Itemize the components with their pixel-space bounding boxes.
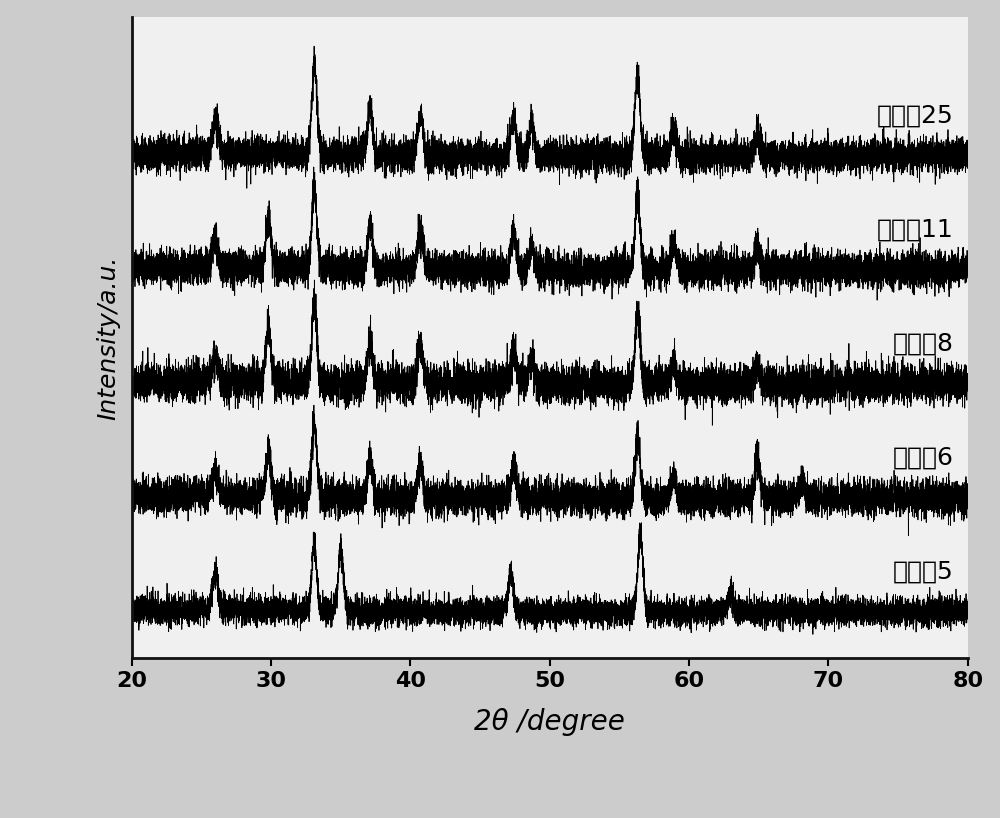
- Text: 实施例8: 实施例8: [893, 331, 954, 355]
- Text: 实施例5: 实施例5: [893, 560, 954, 583]
- Y-axis label: Intensity/a.u.: Intensity/a.u.: [97, 255, 121, 420]
- Text: 实施例11: 实施例11: [877, 217, 954, 241]
- X-axis label: 2θ /degree: 2θ /degree: [474, 708, 625, 736]
- Text: 实施例6: 实施例6: [893, 445, 954, 470]
- Text: 实施例25: 实施例25: [877, 103, 954, 127]
